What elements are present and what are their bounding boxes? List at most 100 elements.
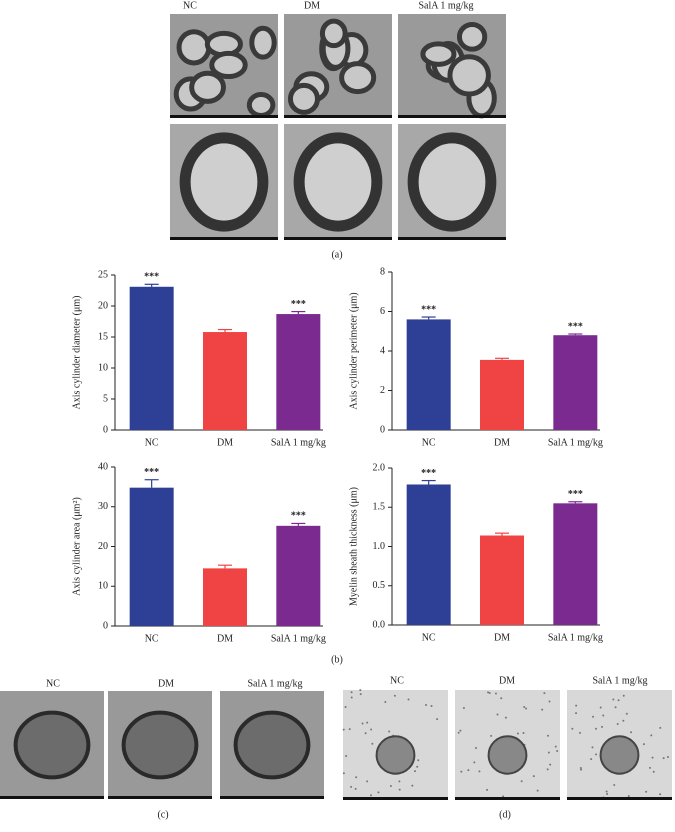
speckle [541,708,544,711]
speckle [398,788,401,791]
speckle [370,794,373,797]
speckle [359,693,362,696]
speckle [630,731,633,734]
scale-bar [398,237,506,240]
speckle [414,770,417,773]
x-tick-label: SalA 1 mg/kg [548,632,603,643]
speckle [478,770,481,773]
axon [293,132,383,232]
y-tick-label: 2.0 [373,462,386,473]
speckle [370,728,373,731]
speckle [504,716,507,719]
speckle [350,696,353,699]
speckle [494,692,497,695]
scale-bar [108,796,212,799]
speckle [502,795,505,798]
significance: *** [144,467,159,478]
speckle [366,780,369,783]
y-tick-label: 0 [380,424,385,435]
column-label: SalA 1 mg/kg [247,678,302,689]
speckle [342,772,345,775]
axon [287,82,320,115]
y-tick-label: 5 [103,393,108,404]
bar [406,484,451,625]
x-tick-label: NC [145,633,159,644]
axon [209,50,248,80]
speckle [546,768,549,771]
speckle [601,725,604,728]
speckle [473,761,476,764]
x-tick-label: NC [422,632,436,643]
y-tick-label: 0.5 [373,580,386,591]
speckle [622,719,625,722]
speckle [575,704,578,707]
x-tick-label: DM [217,437,233,448]
x-tick-label: SalA 1 mg/kg [548,437,603,448]
speckle [595,753,598,756]
speckle [366,721,369,724]
speckle [459,729,462,732]
speckle [594,727,597,730]
scale-bar [220,796,324,799]
speckle [548,700,551,703]
y-axis-label: Myelin sheath thickness (μm) [348,487,359,606]
axon [189,70,226,104]
speckle [547,751,550,754]
error-bar [291,522,306,526]
speckle [606,793,609,796]
speckle [393,694,396,697]
y-tick-label: 1.0 [373,541,386,552]
column-label: SalA 1 mg/kg [418,0,473,11]
speckle [430,705,433,708]
scale-bar [170,115,278,118]
speckle [490,734,493,737]
speckle [622,694,625,697]
speckle [605,790,608,793]
error-bar [421,479,436,485]
speckle [475,747,478,750]
micrograph [0,691,104,799]
speckle [516,732,519,735]
organelle [13,710,91,780]
panel-label: (c) [157,809,168,820]
speckle [407,698,410,701]
micrograph [220,691,324,799]
speckle [662,757,665,760]
speckle [625,712,628,715]
speckle [436,718,439,721]
speckle [487,691,490,694]
speckle [616,722,619,725]
speckle [651,756,654,759]
speckle [554,745,557,748]
micrograph [170,14,278,119]
y-tick-label: 0.0 [373,619,386,630]
y-tick-label: 10 [98,362,108,373]
y-tick-label: 20 [98,300,108,311]
speckle [344,705,347,708]
y-tick-label: 2 [380,385,385,396]
speckle [348,728,351,731]
scale-bar [284,115,392,118]
column-label: NC [183,0,197,11]
x-tick-label: SalA 1 mg/kg [271,437,326,448]
micrograph [284,124,392,240]
x-tick-label: DM [494,632,510,643]
speckle [377,791,380,794]
speckle [571,727,574,730]
speckle [371,742,374,745]
speckle [345,755,348,758]
bar [553,335,598,430]
speckle [580,768,583,771]
axon [246,91,276,119]
speckle [486,788,489,791]
speckle [612,698,615,701]
column-label: DM [304,0,320,11]
speckle [556,750,559,753]
speckle [488,692,491,695]
bar [276,525,321,626]
speckle [462,706,465,709]
speckle [652,770,655,773]
error-bar [568,501,583,504]
speckle [416,765,419,768]
